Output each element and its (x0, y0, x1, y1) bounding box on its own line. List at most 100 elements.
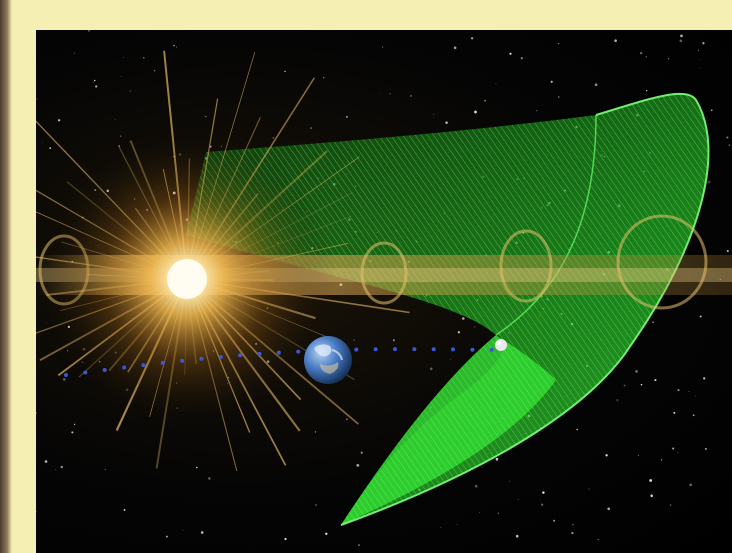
trajectory-dot (470, 347, 475, 352)
star (41, 142, 43, 144)
trajectory-dot (431, 347, 436, 352)
star (73, 52, 75, 54)
star (605, 454, 608, 457)
star (614, 39, 617, 42)
star (473, 326, 476, 328)
star (345, 418, 348, 421)
trajectory-dot (141, 363, 146, 368)
star (44, 460, 48, 463)
star (389, 93, 391, 95)
star (36, 510, 37, 513)
star (509, 52, 512, 55)
star (677, 451, 679, 453)
star (379, 93, 381, 95)
star (689, 483, 693, 487)
star (543, 488, 544, 490)
trajectory-dot (64, 373, 68, 377)
star (91, 86, 93, 87)
star (62, 378, 66, 381)
star (645, 56, 647, 58)
star (679, 39, 683, 43)
star (314, 503, 318, 507)
star (710, 109, 713, 112)
star (646, 89, 648, 92)
trajectory-dot (180, 358, 185, 363)
star (557, 42, 560, 45)
star (542, 491, 545, 494)
star (353, 339, 355, 341)
star (571, 532, 574, 535)
frame-left-edge (0, 0, 12, 553)
star (697, 49, 699, 51)
star (310, 127, 312, 130)
star (104, 468, 106, 471)
star (323, 77, 325, 79)
star (667, 58, 670, 60)
scene-illustration (36, 30, 732, 546)
star (597, 539, 599, 541)
star (726, 249, 729, 253)
star (429, 367, 433, 371)
star (36, 412, 37, 414)
star (474, 110, 477, 114)
star (637, 454, 639, 456)
star (142, 56, 145, 59)
star (307, 131, 309, 133)
star (484, 99, 486, 102)
star (688, 391, 690, 393)
trajectory-dot (296, 349, 301, 354)
star (703, 377, 706, 380)
star (517, 499, 519, 501)
trajectory-dot (238, 353, 243, 358)
star (36, 98, 38, 100)
star (410, 94, 412, 97)
star (205, 115, 207, 118)
star (700, 59, 701, 60)
star (382, 46, 384, 48)
trajectory-dot (354, 347, 359, 352)
star (699, 67, 701, 69)
star (699, 315, 702, 318)
star (345, 115, 348, 118)
star (478, 511, 480, 513)
star (173, 44, 175, 47)
star (680, 34, 683, 38)
trajectory-dot (199, 356, 204, 361)
star (623, 384, 626, 387)
star (649, 479, 653, 482)
star (440, 526, 442, 529)
star (60, 465, 64, 469)
star (616, 399, 619, 402)
star (594, 83, 598, 87)
trajectory-dot (373, 347, 378, 352)
star (123, 57, 124, 58)
star (672, 447, 675, 450)
star (652, 321, 654, 323)
star (392, 339, 395, 342)
star (673, 411, 676, 414)
star (536, 110, 538, 112)
star (726, 136, 729, 139)
star (196, 466, 198, 469)
trajectory-dot (218, 355, 223, 359)
star (457, 331, 461, 334)
star (114, 119, 116, 121)
star (694, 395, 696, 397)
star (576, 428, 578, 431)
star (92, 81, 94, 83)
star (87, 30, 90, 32)
star (509, 480, 511, 482)
star (558, 96, 560, 98)
star (707, 180, 711, 184)
star (652, 321, 653, 323)
trajectory-dot (276, 350, 281, 355)
star (165, 535, 168, 538)
earth (304, 336, 352, 384)
star (208, 477, 211, 480)
star (284, 537, 287, 541)
star (470, 37, 474, 40)
star (450, 359, 452, 360)
star (73, 423, 76, 426)
star (692, 414, 695, 417)
trajectory-dot (160, 360, 165, 365)
